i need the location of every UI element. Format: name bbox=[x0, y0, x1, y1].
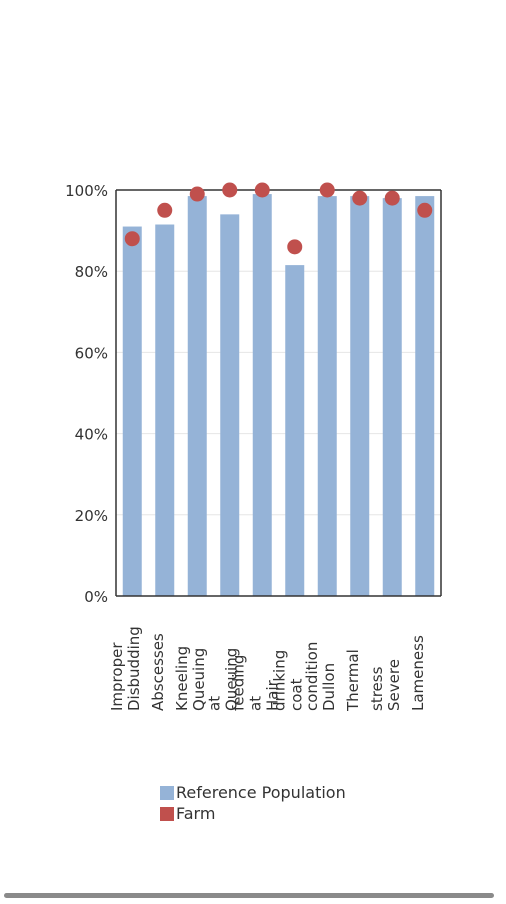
x-tick-label: Abscesses bbox=[149, 633, 167, 711]
data-point bbox=[222, 182, 238, 198]
legend-label-reference: Reference Population bbox=[176, 783, 346, 802]
bar bbox=[220, 214, 240, 597]
x-tick-label: coat bbox=[287, 678, 305, 711]
y-tick-label: 100% bbox=[65, 182, 108, 200]
y-tick-label: 60% bbox=[75, 344, 108, 362]
x-tick-label: Queuing bbox=[190, 648, 208, 711]
x-tick-label: at bbox=[246, 696, 264, 711]
y-tick-label: 40% bbox=[75, 426, 108, 444]
data-point bbox=[352, 190, 368, 206]
legend-item-farm: Farm bbox=[160, 803, 346, 824]
data-point bbox=[254, 182, 270, 198]
data-point bbox=[189, 186, 205, 202]
y-tick-label: 20% bbox=[75, 507, 108, 525]
legend-swatch-farm bbox=[160, 806, 174, 821]
bar bbox=[382, 198, 402, 596]
x-tick-label: Thermal bbox=[344, 649, 362, 712]
data-point bbox=[124, 231, 140, 247]
bar bbox=[415, 196, 435, 596]
data-point bbox=[287, 239, 303, 255]
x-tick-label: Disbudding bbox=[125, 626, 143, 711]
bar bbox=[317, 196, 337, 596]
bar bbox=[350, 196, 370, 596]
x-tick-label: feeding bbox=[229, 655, 247, 711]
bar bbox=[155, 224, 175, 596]
bar bbox=[285, 265, 305, 596]
x-tick-label: Hair bbox=[263, 679, 281, 711]
data-point bbox=[417, 202, 433, 218]
bottom-scrollbar[interactable] bbox=[4, 893, 494, 898]
x-tick-label: Queuing bbox=[222, 648, 240, 711]
x-tick-label: drinking bbox=[270, 650, 288, 711]
legend-swatch-reference bbox=[160, 785, 174, 800]
y-tick-label: 0% bbox=[84, 588, 108, 606]
x-tick-label: Severe bbox=[385, 659, 403, 711]
legend-item-reference: Reference Population bbox=[160, 782, 346, 803]
legend-label-farm: Farm bbox=[176, 804, 216, 823]
x-tick-label: stress bbox=[368, 666, 386, 711]
data-point bbox=[384, 190, 400, 206]
x-tick-label: Lameness bbox=[409, 635, 427, 711]
x-tick-label: at bbox=[205, 696, 223, 711]
legend: Reference Population Farm bbox=[160, 782, 346, 824]
bar bbox=[122, 226, 142, 597]
y-tick-label: 80% bbox=[75, 263, 108, 281]
data-point bbox=[157, 202, 173, 218]
x-tick-label: Dullon bbox=[320, 663, 338, 711]
x-tick-label: Improper bbox=[108, 642, 126, 711]
data-point bbox=[319, 182, 335, 198]
bar bbox=[187, 196, 207, 596]
x-tick-label: Kneeling bbox=[173, 646, 191, 711]
bar bbox=[252, 194, 272, 596]
x-tick-label: condition bbox=[303, 642, 321, 711]
